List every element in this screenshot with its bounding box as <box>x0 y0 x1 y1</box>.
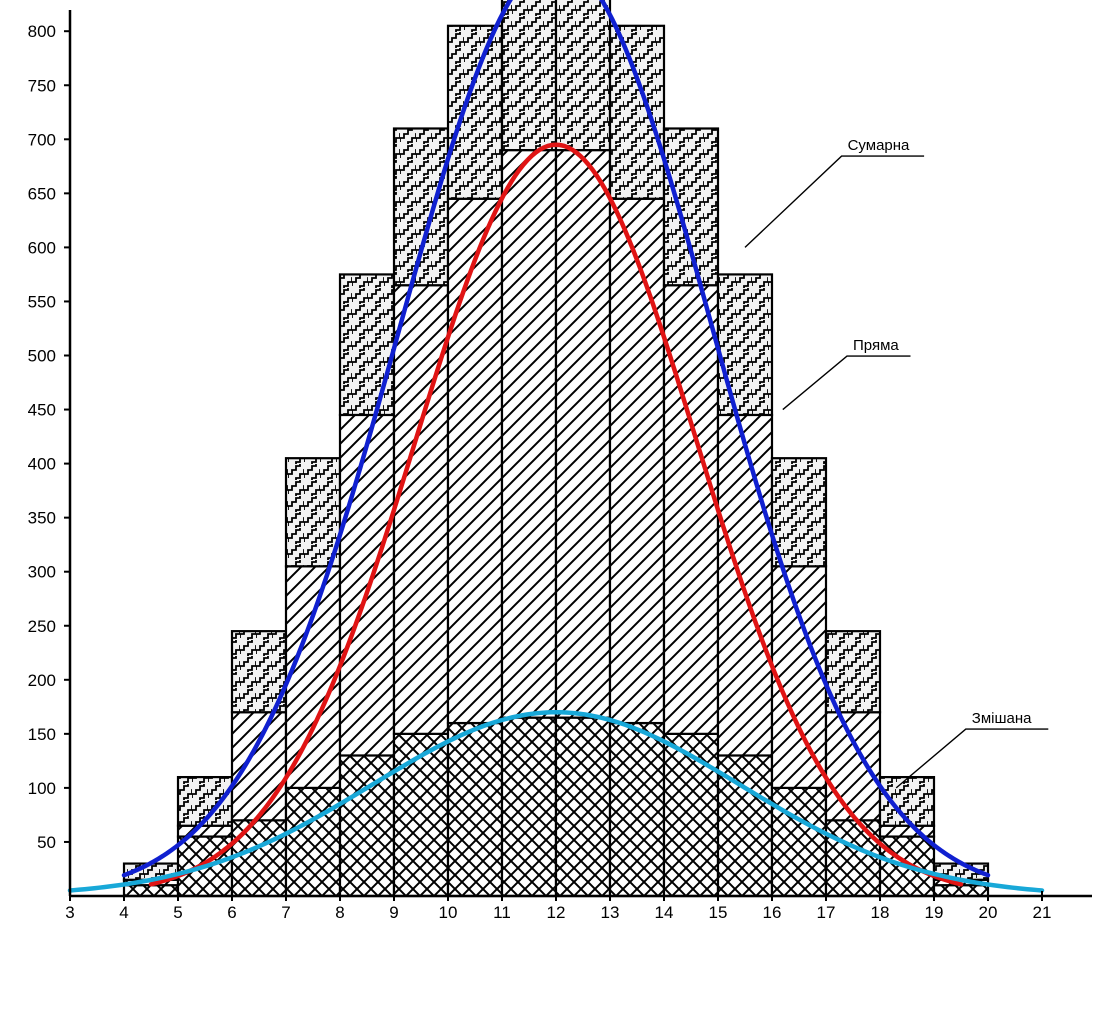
bar-extra-4 <box>284 457 342 568</box>
bar-mixed-9 <box>554 716 612 898</box>
bar-mixed-1 <box>122 884 180 898</box>
y-tick-label: 500 <box>28 347 56 366</box>
y-tick-label: 650 <box>28 184 56 203</box>
x-tick-label: 15 <box>709 903 728 922</box>
x-tick-label: 5 <box>173 903 182 922</box>
bar-mixed-14 <box>824 819 882 898</box>
bar-extra-5 <box>338 273 396 417</box>
bar-extra-11 <box>662 127 720 287</box>
bar-direct-7 <box>446 197 504 725</box>
bar-extra-3 <box>230 630 288 714</box>
bars-layer <box>122 0 990 898</box>
bar-extra-9 <box>554 0 612 152</box>
y-tick-label: 150 <box>28 725 56 744</box>
y-tick-label: 400 <box>28 455 56 474</box>
y-tick-label: 700 <box>28 130 56 149</box>
bar-direct-11 <box>662 284 720 735</box>
bar-direct-15 <box>878 824 936 838</box>
x-tick-label: 4 <box>119 903 128 922</box>
x-tick-label: 9 <box>389 903 398 922</box>
y-tick-label: 800 <box>28 22 56 41</box>
x-tick-label: 6 <box>227 903 236 922</box>
x-tick-label: 17 <box>817 903 836 922</box>
bar-mixed-10 <box>608 721 666 898</box>
bar-extra-6 <box>392 127 450 287</box>
x-tick-label: 3 <box>65 903 74 922</box>
x-tick-label: 8 <box>335 903 344 922</box>
bar-direct-12 <box>716 413 774 757</box>
bar-direct-6 <box>392 284 450 735</box>
bar-extra-7 <box>446 24 504 200</box>
y-tick-label: 50 <box>37 833 56 852</box>
y-tick-label: 350 <box>28 509 56 528</box>
y-tick-label: 200 <box>28 671 56 690</box>
x-tick-label: 7 <box>281 903 290 922</box>
bar-extra-10 <box>608 24 666 200</box>
bar-direct-4 <box>284 565 342 789</box>
axes-layer <box>68 10 1092 898</box>
bar-extra-13 <box>770 457 828 568</box>
x-tick-label: 13 <box>601 903 620 922</box>
y-tick-label: 300 <box>28 563 56 582</box>
x-tick-label: 16 <box>763 903 782 922</box>
bar-extra-8 <box>500 0 558 152</box>
x-tick-label: 14 <box>655 903 674 922</box>
bar-mixed-16 <box>932 884 990 898</box>
bar-extra-14 <box>824 630 882 714</box>
legend-layer: Сумарна Пряма Змішана <box>744 137 1049 789</box>
y-tick-label: 550 <box>28 292 56 311</box>
bar-direct-5 <box>338 413 396 757</box>
curves-layer <box>67 0 1045 893</box>
ticks-layer: 3 4 5 6 7 8 9 10 11 12 13 14 15 16 17 18 19 20 21 50 100 150 2… <box>28 22 1052 922</box>
bar-mixed-7 <box>446 721 504 898</box>
y-tick-label: 250 <box>28 617 56 636</box>
x-tick-label: 19 <box>925 903 944 922</box>
bar-mixed-8 <box>500 716 558 898</box>
y-tick-label: 100 <box>28 779 56 798</box>
legend-label-direct: Пряма <box>853 337 899 354</box>
y-tick-label: 450 <box>28 401 56 420</box>
y-tick-label: 600 <box>28 238 56 257</box>
bar-mixed-3 <box>230 819 288 898</box>
x-tick-label: 12 <box>547 903 566 922</box>
legend-label-total: Сумарна <box>848 137 910 154</box>
x-tick-label: 20 <box>979 903 998 922</box>
curve-total <box>121 0 991 878</box>
y-tick-label: 750 <box>28 76 56 95</box>
legend-label-mixed: Змішана <box>972 710 1032 727</box>
x-tick-label: 18 <box>871 903 890 922</box>
bar-direct-3 <box>230 711 288 822</box>
bar-direct-14 <box>824 711 882 822</box>
x-tick-label: 21 <box>1033 903 1052 922</box>
legend-leader-line <box>895 728 1049 789</box>
bar-direct-8 <box>500 149 558 719</box>
legend-leader-line <box>744 155 925 248</box>
bar-direct-9 <box>554 149 612 719</box>
bar-direct-2 <box>176 824 234 838</box>
x-tick-label: 10 <box>439 903 458 922</box>
bar-direct-13 <box>770 565 828 789</box>
legend-leader-line <box>782 355 911 411</box>
curve-mixed <box>67 709 1045 893</box>
curve-direct <box>148 142 964 887</box>
x-tick-label: 11 <box>493 903 511 922</box>
bar-direct-10 <box>608 197 666 725</box>
bar-mixed-13 <box>770 786 828 898</box>
bar-extra-12 <box>716 273 774 417</box>
bar-mixed-4 <box>284 786 342 898</box>
